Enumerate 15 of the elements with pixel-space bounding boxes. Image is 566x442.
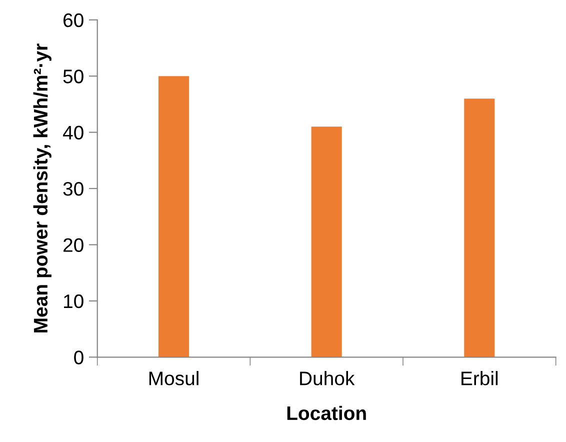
y-tick-label: 30 — [63, 182, 84, 196]
y-tick-label: 10 — [64, 294, 84, 308]
x-tick-label: Mosul — [149, 371, 198, 386]
bar — [464, 98, 495, 358]
x-tick-label: Duhok — [300, 371, 355, 386]
y-tick-label: 0 — [74, 350, 84, 364]
y-tick-label: 40 — [62, 126, 84, 140]
bar — [311, 126, 342, 358]
y-axis-title: Mean power density, kWh/m²·yr — [33, 44, 52, 332]
y-tick-label: 50 — [63, 70, 84, 84]
y-tick-label: 60 — [64, 13, 84, 28]
bar — [158, 76, 190, 358]
x-tick-label: Erbil — [462, 371, 498, 386]
y-tick-label: 20 — [64, 238, 84, 252]
x-axis-title: Location — [287, 406, 366, 420]
